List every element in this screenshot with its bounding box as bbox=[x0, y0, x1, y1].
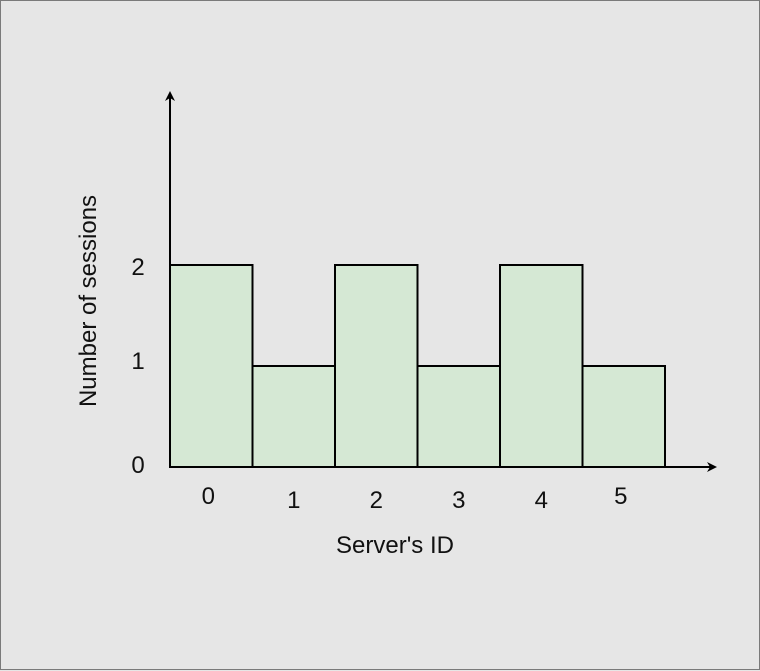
x-tick-label-0: 0 bbox=[202, 483, 215, 510]
bar-server-3 bbox=[416, 365, 501, 468]
x-tick-label-5: 5 bbox=[614, 483, 627, 510]
y-tick-label-0: 0 bbox=[131, 452, 144, 479]
bar-server-0 bbox=[169, 264, 254, 468]
bar-server-5 bbox=[581, 365, 666, 468]
bar-server-4 bbox=[499, 264, 584, 468]
x-tick-labels: 0 1 2 3 4 5 bbox=[202, 483, 628, 514]
y-tick-label-2: 2 bbox=[131, 254, 144, 281]
x-tick-label-1: 1 bbox=[287, 487, 300, 514]
bars-group bbox=[169, 264, 666, 468]
y-tick-labels: 0 1 2 bbox=[131, 254, 144, 479]
y-tick-label-1: 1 bbox=[131, 348, 144, 375]
y-axis-label: Number of sessions bbox=[75, 195, 102, 407]
x-tick-label-2: 2 bbox=[370, 487, 383, 514]
bar-server-1 bbox=[251, 365, 336, 468]
x-tick-label-4: 4 bbox=[535, 487, 548, 514]
x-tick-label-3: 3 bbox=[452, 487, 465, 514]
x-axis-label: Server's ID bbox=[336, 532, 454, 559]
bar-server-2 bbox=[334, 264, 419, 468]
